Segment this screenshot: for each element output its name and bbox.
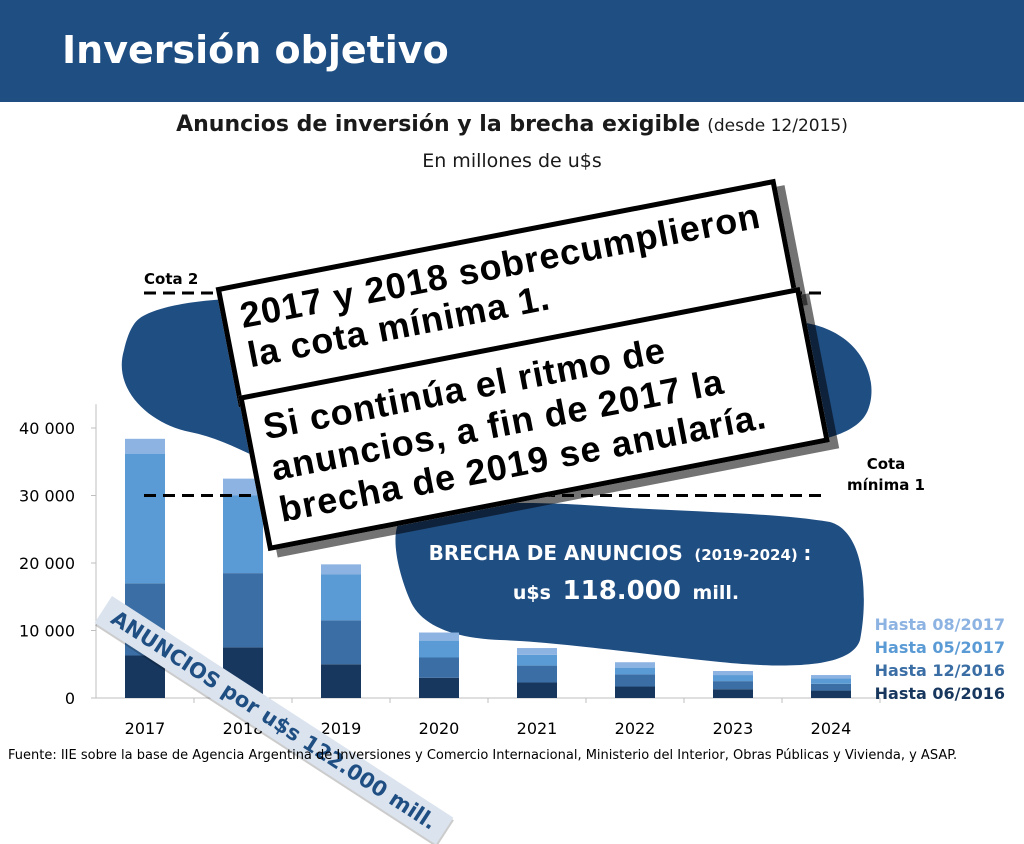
bar-segment xyxy=(811,683,851,691)
brecha-text-group: BRECHA DE ANUNCIOS (2019-2024) : u$s 118… xyxy=(429,541,812,606)
brecha-period: (2019-2024) xyxy=(694,546,797,564)
x-tick-label: 2020 xyxy=(419,719,460,738)
x-tick-label: 2023 xyxy=(713,719,754,738)
chart-title: Anuncios de inversión y la brecha exigib… xyxy=(0,112,1024,137)
chart-title-main: Anuncios de inversión y la brecha exigib… xyxy=(176,112,701,137)
bar-segment xyxy=(125,438,165,454)
bar-segment xyxy=(223,495,263,574)
x-tick-label: 2022 xyxy=(615,719,656,738)
reference-lines-group: Cota 2 Cota mínima 1 xyxy=(144,270,925,497)
bar-segment xyxy=(419,677,459,698)
y-tick-label: 10 000 xyxy=(19,622,75,641)
brecha-prefix: u$s xyxy=(513,582,551,604)
bar-segment xyxy=(713,675,753,682)
brecha-amount: 118.000 xyxy=(563,576,681,606)
bar-segment xyxy=(321,664,361,698)
chart-title-sub: (desde 12/2015) xyxy=(707,116,848,136)
bar-segment xyxy=(811,678,851,684)
bar-segment xyxy=(419,640,459,658)
chart-units: En millones de u$s xyxy=(422,150,602,172)
bars-group xyxy=(125,438,851,698)
bar-segment xyxy=(615,674,655,687)
bar-segment xyxy=(419,632,459,641)
gap-area-lower xyxy=(395,502,864,666)
cota-minima-1-label-line1: Cota xyxy=(867,455,906,473)
brecha-colon: : xyxy=(803,541,811,565)
legend-item: Hasta 12/2016 xyxy=(875,661,1005,680)
brecha-suffix: mill. xyxy=(693,582,740,604)
bar-segment xyxy=(223,573,263,648)
cota-2-label: Cota 2 xyxy=(144,270,198,288)
y-tick-label: 0 xyxy=(65,689,75,708)
x-tick-label: 2019 xyxy=(321,719,362,738)
cota-minima-1-label-line2: mínima 1 xyxy=(847,476,925,494)
bar-segment xyxy=(517,665,557,683)
bar-segment xyxy=(713,681,753,690)
header-bar: Inversión objetivo xyxy=(0,0,1024,102)
bar-segment xyxy=(321,620,361,665)
legend-item: Hasta 08/2017 xyxy=(875,615,1005,634)
bar-segment xyxy=(419,657,459,678)
bar-segment xyxy=(517,654,557,666)
y-tick-label: 30 000 xyxy=(19,487,75,506)
bar-segment xyxy=(615,662,655,668)
bar-segment xyxy=(811,675,851,679)
x-tick-label: 2017 xyxy=(125,719,166,738)
brecha-title: BRECHA DE ANUNCIOS (2019-2024) : xyxy=(429,541,812,565)
brecha-title-text: BRECHA DE ANUNCIOS xyxy=(429,541,683,565)
x-tick-label: 2021 xyxy=(517,719,558,738)
y-tick-label: 20 000 xyxy=(19,554,75,573)
bar-segment xyxy=(223,478,263,496)
bar-segment xyxy=(321,574,361,621)
bar-segment xyxy=(811,690,851,698)
source-note: Fuente: IIE sobre la base de Agencia Arg… xyxy=(8,748,958,763)
brecha-amount-line: u$s 118.000 mill. xyxy=(513,576,739,606)
bar-segment xyxy=(517,682,557,698)
legend-item: Hasta 06/2016 xyxy=(875,684,1005,703)
bar-segment xyxy=(517,648,557,655)
bar-segment xyxy=(321,564,361,575)
bar-segment xyxy=(713,671,753,676)
y-tick-label: 40 000 xyxy=(19,419,75,438)
x-tick-label: 2024 xyxy=(811,719,852,738)
legend-group: Hasta 08/2017 Hasta 05/2017 Hasta 12/2016 H… xyxy=(875,615,1005,703)
legend-item: Hasta 05/2017 xyxy=(875,638,1005,657)
bar-segment xyxy=(615,667,655,675)
bar-segment xyxy=(713,689,753,698)
page-title: Inversión objetivo xyxy=(62,28,449,72)
bar-segment xyxy=(615,686,655,698)
bar-segment xyxy=(125,453,165,584)
